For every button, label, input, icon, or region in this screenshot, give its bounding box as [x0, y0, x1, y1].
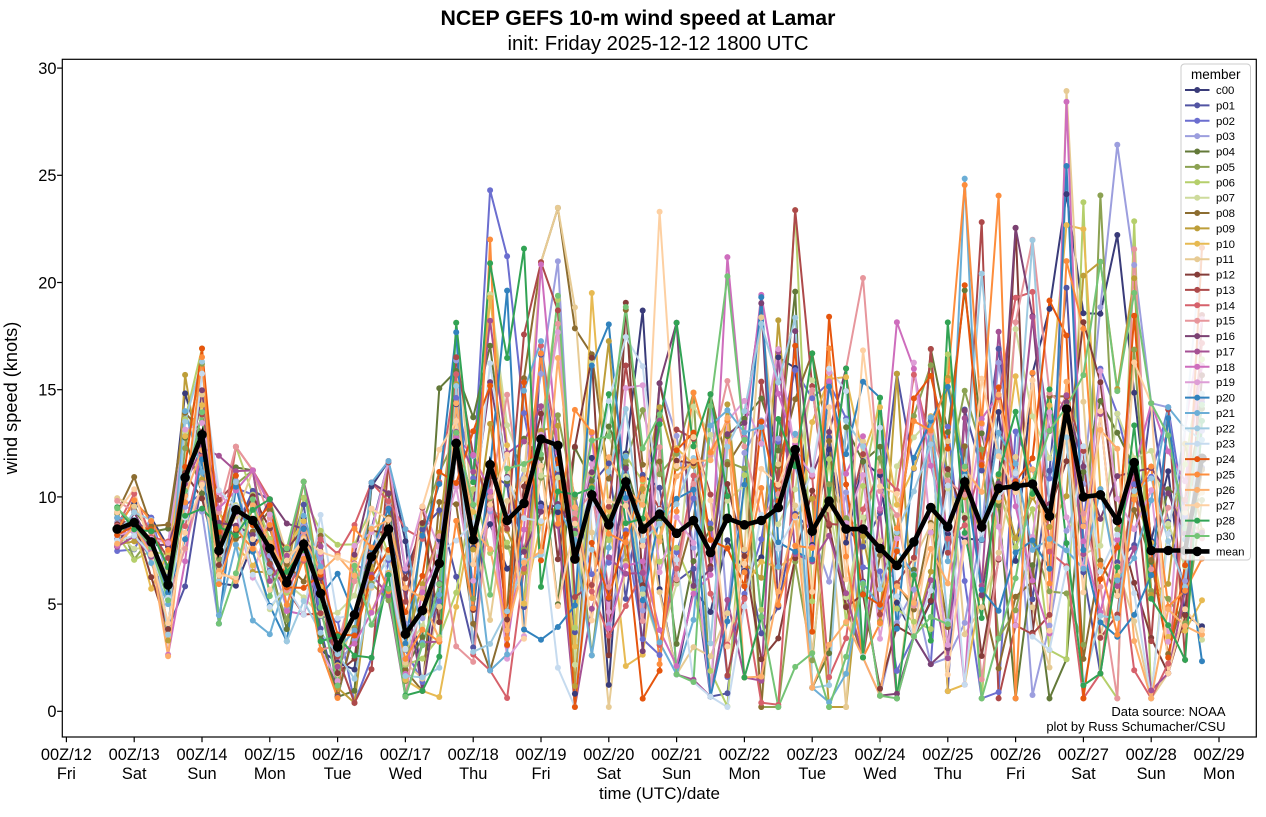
svg-text:p05: p05 [1216, 162, 1235, 174]
svg-text:Sat: Sat [596, 765, 621, 783]
svg-text:p09: p09 [1216, 223, 1235, 235]
svg-text:00Z/14: 00Z/14 [176, 746, 227, 764]
svg-text:00Z/19: 00Z/19 [515, 746, 566, 764]
svg-text:p11: p11 [1216, 254, 1234, 266]
svg-text:00Z/27: 00Z/27 [1058, 746, 1109, 764]
svg-text:wind speed (knots): wind speed (knots) [1, 322, 21, 476]
svg-text:p03: p03 [1216, 131, 1235, 143]
svg-text:Sun: Sun [187, 765, 216, 783]
svg-text:p15: p15 [1216, 316, 1235, 328]
svg-text:00Z/23: 00Z/23 [787, 746, 838, 764]
svg-text:Wed: Wed [863, 765, 896, 783]
svg-text:p04: p04 [1216, 147, 1235, 159]
svg-text:00Z/22: 00Z/22 [719, 746, 770, 764]
svg-text:p28: p28 [1216, 516, 1235, 528]
svg-text:00Z/28: 00Z/28 [1126, 746, 1177, 764]
svg-text:15: 15 [38, 382, 56, 400]
svg-text:Mon: Mon [1203, 765, 1235, 783]
svg-text:p02: p02 [1216, 116, 1235, 128]
svg-text:p17: p17 [1216, 347, 1235, 359]
svg-text:5: 5 [47, 596, 56, 614]
svg-text:p08: p08 [1216, 208, 1235, 220]
svg-text:Wed: Wed [389, 765, 422, 783]
svg-text:Sat: Sat [1071, 765, 1096, 783]
svg-text:p13: p13 [1216, 285, 1235, 297]
svg-text:p22: p22 [1216, 423, 1235, 435]
svg-text:p26: p26 [1216, 485, 1235, 497]
svg-text:25: 25 [38, 167, 56, 185]
svg-text:Data source: NOAA: Data source: NOAA [1111, 704, 1225, 719]
svg-text:p24: p24 [1216, 454, 1235, 466]
svg-text:p19: p19 [1216, 377, 1235, 389]
svg-text:p14: p14 [1216, 300, 1235, 312]
svg-text:00Z/26: 00Z/26 [990, 746, 1041, 764]
svg-text:p23: p23 [1216, 439, 1235, 451]
svg-text:time (UTC)/date: time (UTC)/date [599, 784, 720, 803]
svg-text:member: member [1191, 67, 1241, 82]
svg-text:Fri: Fri [57, 765, 76, 783]
svg-text:Fri: Fri [531, 765, 550, 783]
svg-text:p06: p06 [1216, 177, 1235, 189]
svg-text:p07: p07 [1216, 193, 1235, 205]
svg-text:00Z/16: 00Z/16 [312, 746, 363, 764]
svg-text:p16: p16 [1216, 331, 1235, 343]
svg-text:Thu: Thu [934, 765, 962, 783]
svg-text:10: 10 [38, 489, 56, 507]
svg-text:p21: p21 [1216, 408, 1235, 420]
svg-text:00Z/12: 00Z/12 [41, 746, 92, 764]
svg-text:Thu: Thu [459, 765, 487, 783]
svg-text:00Z/25: 00Z/25 [922, 746, 973, 764]
svg-text:00Z/21: 00Z/21 [651, 746, 702, 764]
svg-text:30: 30 [38, 60, 56, 78]
svg-text:p27: p27 [1216, 500, 1235, 512]
svg-text:p20: p20 [1216, 393, 1235, 405]
svg-text:mean: mean [1216, 546, 1245, 558]
svg-text:c00: c00 [1216, 85, 1234, 97]
svg-text:p12: p12 [1216, 270, 1235, 282]
svg-text:Sat: Sat [122, 765, 147, 783]
svg-text:00Z/20: 00Z/20 [583, 746, 634, 764]
svg-text:Fri: Fri [1006, 765, 1025, 783]
svg-text:Sun: Sun [662, 765, 691, 783]
svg-text:20: 20 [38, 274, 56, 292]
svg-text:00Z/24: 00Z/24 [854, 746, 905, 764]
svg-text:0: 0 [47, 703, 56, 721]
svg-text:Sun: Sun [1137, 765, 1166, 783]
svg-text:p18: p18 [1216, 362, 1235, 374]
svg-text:00Z/18: 00Z/18 [448, 746, 499, 764]
svg-text:NCEP GEFS 10-m wind speed at L: NCEP GEFS 10-m wind speed at Lamar [441, 6, 836, 30]
svg-text:p25: p25 [1216, 470, 1235, 482]
svg-text:00Z/29: 00Z/29 [1193, 746, 1244, 764]
svg-text:Tue: Tue [798, 765, 826, 783]
svg-text:Tue: Tue [324, 765, 352, 783]
svg-text:00Z/13: 00Z/13 [109, 746, 160, 764]
svg-text:Mon: Mon [728, 765, 760, 783]
svg-text:00Z/17: 00Z/17 [380, 746, 431, 764]
svg-text:00Z/15: 00Z/15 [244, 746, 295, 764]
svg-text:p01: p01 [1216, 100, 1235, 112]
svg-text:plot by Russ Schumacher/CSU: plot by Russ Schumacher/CSU [1046, 719, 1225, 734]
svg-text:p10: p10 [1216, 239, 1235, 251]
svg-text:Mon: Mon [254, 765, 286, 783]
svg-text:init: Friday 2025-12-12 1800 U: init: Friday 2025-12-12 1800 UTC [508, 33, 809, 55]
svg-text:p30: p30 [1216, 531, 1235, 543]
